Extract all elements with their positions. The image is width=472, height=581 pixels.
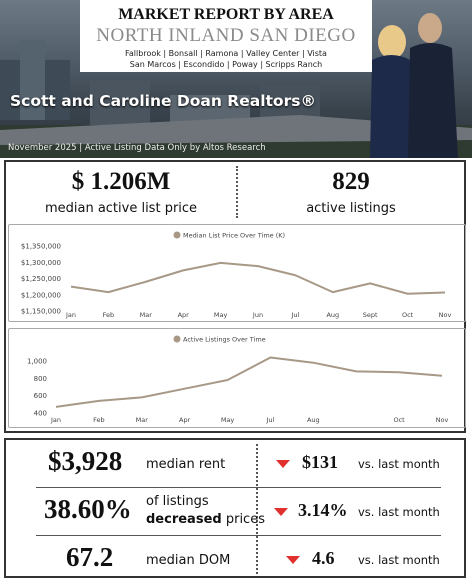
title-box: MARKET REPORT BY AREA NORTH INLAND SAN D…: [80, 0, 372, 72]
divider: [36, 487, 441, 488]
chart: 400 600 800 1,000 Jan Feb Mar Apr May Jul Aug Oct No…: [27, 335, 449, 424]
metric-change: 3.14%: [298, 500, 348, 520]
legend-label: Median List Price Over Time (K): [183, 232, 285, 240]
header: MARKET REPORT BY AREA NORTH INLAND SAN D…: [0, 0, 472, 158]
metric-label-bold: decreased: [146, 512, 222, 527]
chart-frame: $1,150,000 $1,200,000 $1,250,000 $1,300,000…: [8, 224, 466, 322]
metrics-panel: $3,928 median rent $131 vs. last month 3…: [4, 438, 466, 578]
x-tick-label: Mar: [136, 416, 149, 424]
x-tick-label: Apr: [179, 416, 191, 424]
divider: [36, 535, 441, 536]
metric-value: 67.2: [66, 542, 114, 572]
metric-change: 4.6: [312, 548, 335, 568]
areas: San Marcos | Escondido | Poway | Scripps…: [129, 60, 323, 69]
x-tick-label: Aug: [307, 416, 320, 424]
y-tick-label: $1,150,000: [21, 308, 61, 316]
metric-value: $3,928: [48, 446, 123, 476]
x-tick-label: Feb: [103, 311, 115, 319]
report-title: MARKET REPORT BY AREA: [118, 6, 334, 23]
y-tick-label: $1,250,000: [21, 275, 61, 283]
x-tick-label: Jan: [65, 311, 76, 319]
areas: Fallbrook | Bonsall | Ramona | Valley Ce…: [125, 49, 327, 58]
x-tick-label: Oct: [393, 416, 405, 424]
y-tick-label: 600: [34, 392, 47, 400]
metric-value: 38.60%: [44, 494, 132, 524]
legend-label: Active Listings Over Time: [183, 336, 266, 344]
y-tick-label: $1,300,000: [21, 259, 61, 267]
y-tick-label: 400: [34, 409, 47, 417]
x-tick-label: Oct: [402, 311, 414, 319]
metric-label: median rent: [146, 457, 226, 472]
x-tick-label: Apr: [178, 311, 190, 319]
city-photo: [0, 13, 472, 158]
x-tick-label: Jul: [266, 416, 275, 424]
x-tick-label: Mar: [140, 311, 153, 319]
legend-swatch: [173, 231, 181, 239]
x-tick-label: Jan: [50, 416, 61, 424]
compare-label: vs. last month: [358, 553, 440, 567]
series-line: [70, 261, 446, 295]
y-tick-label: 800: [34, 375, 47, 383]
compare-label: vs. last month: [358, 505, 440, 519]
y-tick-label: 1,000: [27, 357, 47, 365]
down-arrow: [276, 460, 290, 468]
source-note: November 2025 | Active Listing Data Only…: [8, 143, 266, 153]
metric-label: median DOM: [146, 553, 231, 568]
stat-value: $ 1.206M: [71, 168, 171, 195]
legend-swatch: [173, 335, 181, 343]
x-tick-label: Nov: [436, 416, 449, 424]
chart: $1,150,000 $1,200,000 $1,250,000 $1,300,000…: [21, 231, 452, 319]
x-tick-label: Aug: [326, 311, 339, 319]
divider: [256, 444, 258, 574]
series-line: [55, 356, 443, 408]
stat-label: active listings: [306, 201, 396, 216]
y-tick-label: $1,350,000: [21, 243, 61, 251]
x-tick-label: Jun: [252, 311, 263, 319]
divider: [236, 166, 238, 218]
metric-label: decreased prices: [146, 512, 265, 527]
stat-label: median active list price: [44, 201, 198, 216]
x-tick-label: Nov: [439, 311, 452, 319]
x-tick-label: Feb: [93, 416, 105, 424]
y-tick-label: $1,200,000: [21, 291, 61, 299]
chart-frame: 400 600 800 1,000 Jan Feb Mar Apr May Jul Aug Oct No…: [8, 328, 466, 428]
agents: Scott and Caroline Doan Realtors®: [10, 92, 316, 110]
down-arrow: [286, 556, 300, 564]
x-tick-label: Jul: [290, 311, 299, 319]
metric-label: prices: [225, 512, 265, 527]
x-tick-label: Sept: [363, 311, 378, 319]
compare-label: vs. last month: [358, 457, 440, 471]
x-tick-label: May: [221, 416, 235, 424]
metric-label: of listings: [146, 494, 209, 509]
region-title: NORTH INLAND SAN DIEGO: [96, 25, 356, 46]
x-tick-label: May: [214, 311, 228, 319]
stat-value: 829: [332, 168, 370, 195]
down-arrow: [274, 508, 288, 516]
metric-change: $131: [302, 452, 338, 472]
